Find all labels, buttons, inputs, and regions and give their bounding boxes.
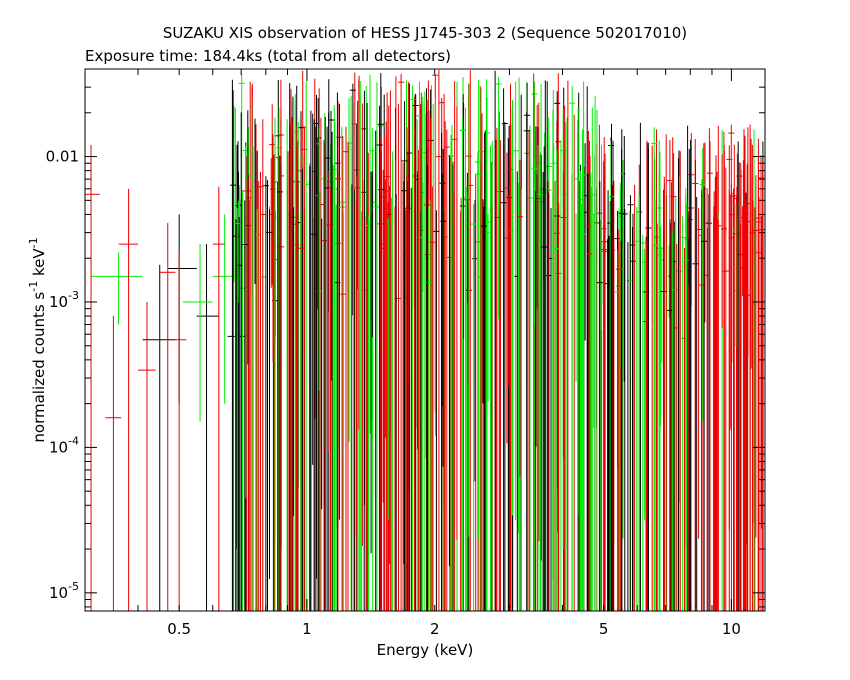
x-tick-label: 0.5 — [167, 620, 191, 638]
y-tick-label: 10-5 — [49, 580, 79, 602]
y-axis-label-base: normalized counts s — [30, 292, 48, 443]
data-point — [171, 252, 187, 611]
y-tick-label: 10-3 — [49, 289, 79, 311]
data-point — [138, 301, 156, 611]
x-axis-ticks: 0.5 1 2 5 10 — [84, 69, 741, 638]
plot-frame — [84, 68, 766, 612]
y-axis-label-mid: keV — [30, 248, 48, 281]
y-tick-label: 0.01 — [46, 148, 79, 166]
y-tick-label-exp: -3 — [68, 289, 79, 302]
x-tick-label: 1 — [302, 620, 312, 638]
y-tick-label-base: 10 — [49, 584, 68, 602]
y-tick-label-base: 10 — [49, 438, 68, 456]
data-point — [182, 244, 213, 422]
data-point — [212, 186, 225, 611]
data-point — [85, 145, 100, 611]
chart-subtitle: Exposure time: 184.4ks (total from all d… — [85, 47, 451, 65]
data-point — [91, 252, 143, 325]
data-point — [118, 188, 139, 611]
x-tick-label: 2 — [430, 620, 440, 638]
x-axis-label: Energy (keV) — [377, 641, 474, 659]
x-tick-label: 5 — [599, 620, 609, 638]
y-axis-ticks: 10-510-410-30.01 — [46, 68, 765, 608]
data-point — [159, 222, 176, 611]
data-point — [167, 214, 197, 404]
y-axis-label-sup1: -1 — [27, 281, 40, 292]
x-tick-label: 10 — [722, 620, 741, 638]
data-point — [105, 316, 122, 611]
y-tick-label: 10-4 — [49, 434, 79, 456]
data-point — [142, 264, 176, 611]
dense-spectrum-bins — [230, 70, 766, 611]
data-marks — [85, 145, 252, 611]
y-tick-label-exp: -4 — [68, 434, 79, 447]
y-axis-label-sup2: -1 — [27, 237, 40, 248]
chart-title: SUZAKU XIS observation of HESS J1745-303… — [163, 24, 687, 42]
y-tick-label-base: 10 — [49, 293, 68, 311]
y-tick-label-exp: -5 — [68, 580, 79, 593]
y-axis-label: normalized counts s-1 keV-1 — [27, 237, 48, 442]
